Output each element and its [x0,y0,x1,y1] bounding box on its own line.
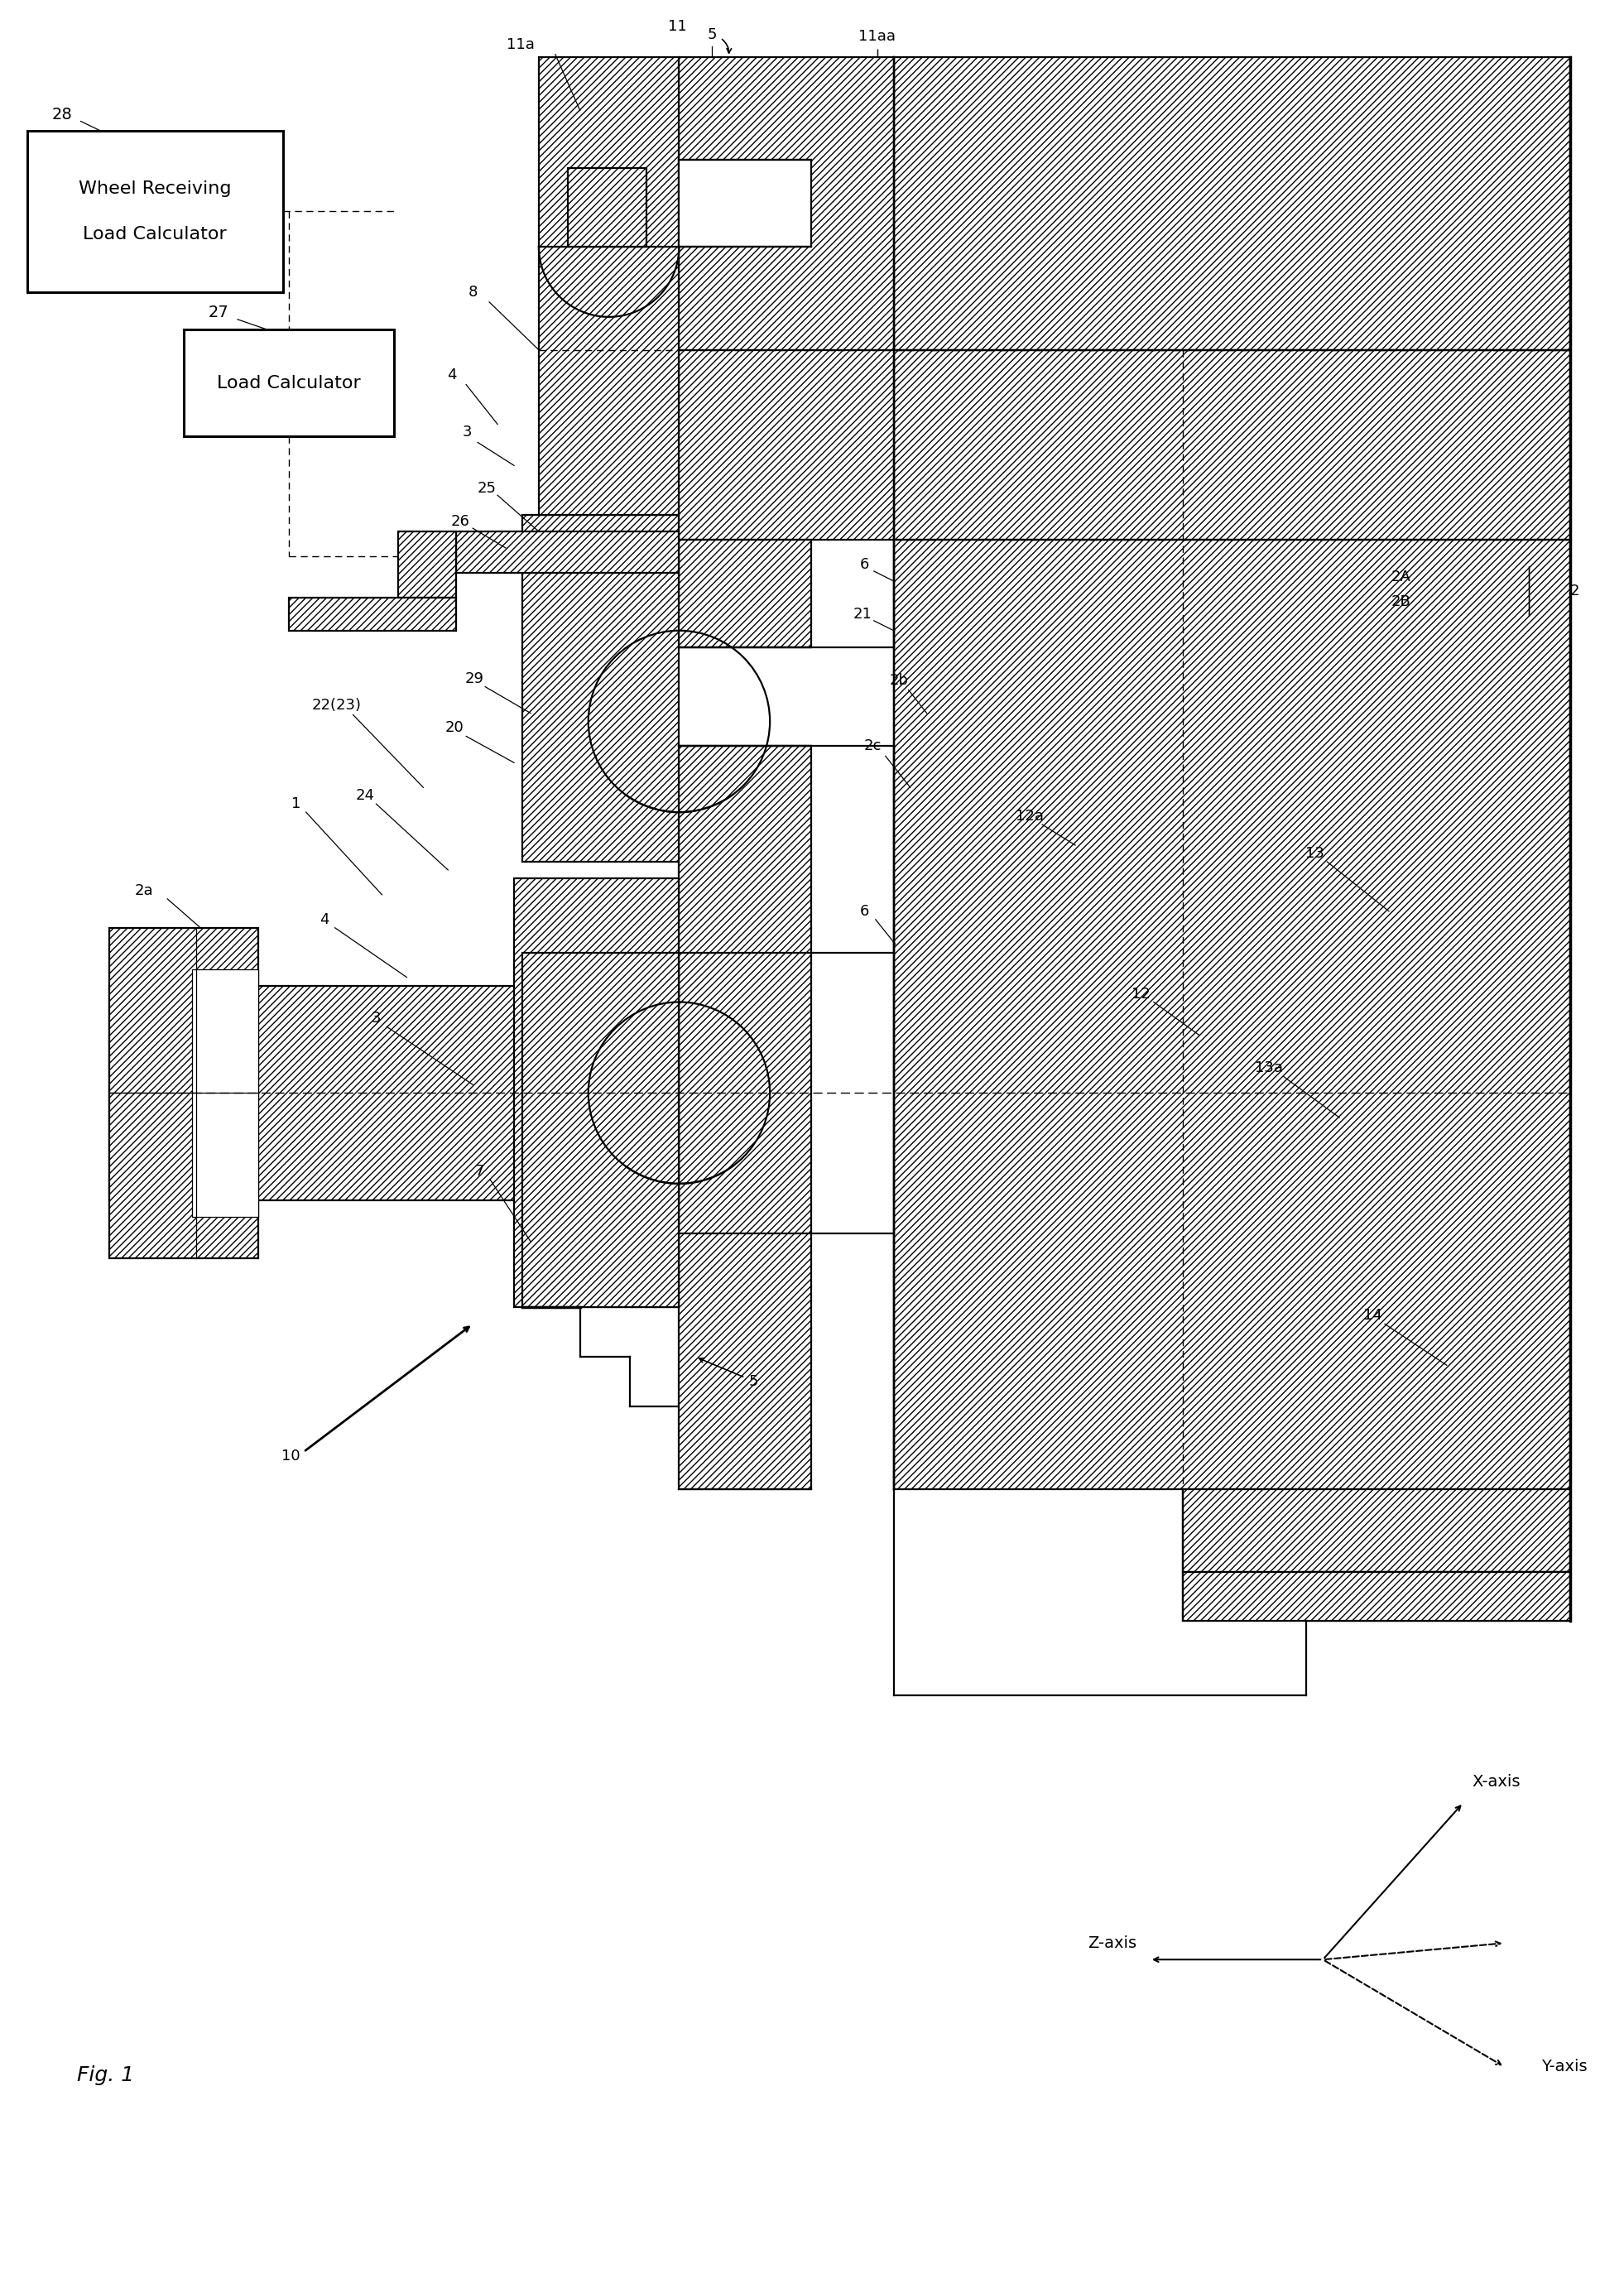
Text: 14: 14 [1363,1309,1382,1323]
Text: 2A: 2A [1392,569,1411,585]
Polygon shape [523,516,679,862]
Polygon shape [539,248,679,516]
Text: 25: 25 [477,482,497,495]
Text: 26: 26 [451,514,469,530]
Polygon shape [1306,1571,1570,1621]
Text: 28: 28 [52,108,73,122]
Text: 5: 5 [708,28,716,41]
Text: Wheel Receiving: Wheel Receiving [78,181,231,197]
Polygon shape [398,532,456,598]
Text: Load Calculator: Load Calculator [216,374,361,392]
Text: 8: 8 [468,284,477,300]
Polygon shape [539,57,679,248]
Text: 1: 1 [291,796,300,812]
Polygon shape [1182,1571,1570,1621]
Polygon shape [679,351,893,539]
Text: 12a: 12a [1017,809,1044,823]
Polygon shape [109,929,258,1259]
Text: 5: 5 [749,1374,758,1390]
Text: 11aa: 11aa [859,30,896,44]
Text: 4: 4 [320,913,330,926]
Text: 10: 10 [283,1449,300,1463]
Text: 21: 21 [853,608,872,621]
Text: Z-axis: Z-axis [1088,1935,1137,1951]
Polygon shape [523,952,679,1307]
Text: 3: 3 [372,1011,382,1025]
Polygon shape [893,539,1570,1488]
Polygon shape [568,167,646,248]
Text: 22(23): 22(23) [312,697,362,713]
Text: 20: 20 [445,720,464,736]
Text: 6: 6 [861,903,869,919]
Text: Y-axis: Y-axis [1541,2059,1588,2075]
Text: Load Calculator: Load Calculator [83,227,227,243]
Text: 2b: 2b [890,672,908,688]
Polygon shape [1182,1488,1570,1571]
Text: 2c: 2c [864,738,882,754]
Polygon shape [515,878,679,1307]
Text: 3: 3 [463,424,471,440]
Text: 27: 27 [208,305,229,321]
Polygon shape [456,532,679,573]
Text: X-axis: X-axis [1471,1775,1520,1791]
Text: 12: 12 [1132,986,1151,1002]
Text: 13a: 13a [1255,1062,1283,1075]
Text: 4: 4 [447,367,456,383]
Text: 2a: 2a [135,883,153,899]
Polygon shape [192,970,258,1218]
Polygon shape [679,539,810,647]
Polygon shape [109,986,679,1199]
Polygon shape [679,57,893,351]
Text: 2: 2 [1570,582,1580,598]
Polygon shape [289,598,456,631]
Text: 2B: 2B [1392,594,1411,610]
Text: 13: 13 [1306,846,1324,860]
Polygon shape [184,330,395,436]
Polygon shape [679,745,810,1488]
Polygon shape [893,351,1570,539]
Text: 6: 6 [861,557,869,571]
Text: Fig. 1: Fig. 1 [76,2066,133,2084]
Polygon shape [28,131,283,291]
Text: 11: 11 [667,18,687,34]
Text: 11a: 11a [507,37,534,53]
Polygon shape [679,161,810,248]
Text: 29: 29 [464,672,484,686]
Polygon shape [893,57,1570,351]
Text: 7: 7 [474,1165,484,1179]
Text: 24: 24 [356,789,375,803]
